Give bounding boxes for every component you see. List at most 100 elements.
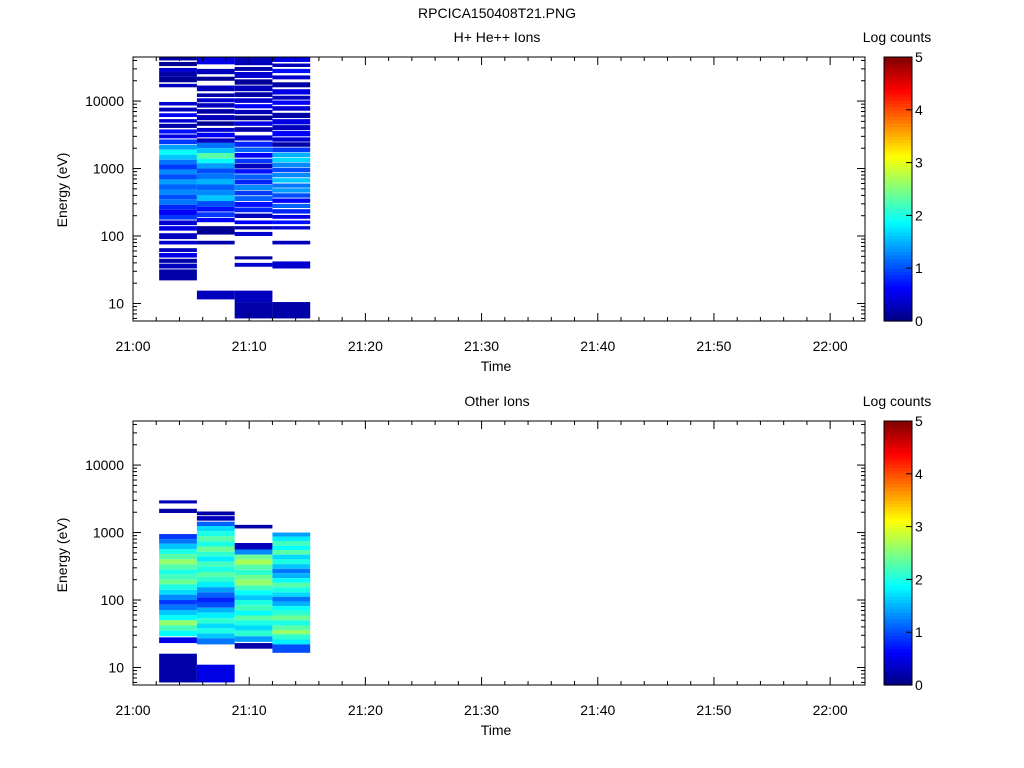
- heatmap-cell: [196, 212, 235, 218]
- colorbar-tick-label: 3: [915, 155, 923, 171]
- colorbar-segment: [884, 572, 912, 577]
- heatmap-cell: [196, 178, 235, 185]
- colorbar-segment: [884, 421, 912, 425]
- y-tick-label: 100: [101, 592, 125, 608]
- x-tick-label: 21:50: [696, 702, 731, 718]
- heatmap-cell: [196, 536, 235, 542]
- heatmap-cell: [159, 543, 197, 550]
- heatmap-cell: [159, 61, 197, 67]
- colorbar-segment: [884, 103, 912, 108]
- heatmap-cell: [159, 154, 197, 160]
- heatmap-cell: [196, 195, 235, 202]
- colorbar-segment: [884, 661, 912, 666]
- colorbar-segment: [884, 90, 912, 94]
- heatmap-cell: [196, 217, 235, 223]
- heatmap-cell: [272, 582, 311, 588]
- heatmap-cell: [272, 178, 311, 183]
- colorbar-segment: [884, 96, 912, 101]
- colorbar-tick-label: 5: [915, 49, 923, 65]
- colorbar-segment: [884, 434, 912, 439]
- colorbar-segment: [884, 248, 912, 253]
- heatmap-cell: [196, 618, 235, 624]
- colorbar-segment: [884, 317, 912, 322]
- heatmap-cell: [196, 121, 235, 126]
- x-tick-label: 21:50: [696, 338, 731, 354]
- colorbar-segment: [884, 304, 912, 309]
- colorbar-segment: [884, 579, 912, 584]
- colorbar-segment: [884, 454, 912, 458]
- x-tick-label: 21:30: [464, 338, 499, 354]
- heatmap-cell: [234, 85, 273, 92]
- y-axis-label: Energy (eV): [54, 153, 70, 228]
- colorbar-segment: [884, 483, 912, 488]
- colorbar-segment: [884, 212, 912, 216]
- heatmap-cell: [159, 67, 197, 72]
- heatmap-cell: [196, 138, 235, 143]
- heatmap-cell: [272, 57, 311, 62]
- colorbar-segment: [884, 592, 912, 597]
- heatmap-cell: [272, 137, 311, 142]
- colorbar-segment: [884, 264, 912, 269]
- colorbar-segment: [884, 652, 912, 656]
- heatmap-cell: [234, 79, 273, 85]
- heatmap-cell: [196, 551, 235, 557]
- heatmap-cell: [234, 141, 273, 147]
- heatmap-cell: [272, 193, 311, 198]
- heatmap-cell: [196, 98, 235, 103]
- colorbar-segment: [884, 311, 912, 315]
- colorbar-tick-label: 0: [915, 677, 923, 693]
- heatmap-cell: [159, 594, 197, 601]
- heatmap-cell: [272, 568, 311, 574]
- heatmap-cell: [159, 589, 197, 595]
- colorbar-segment: [884, 609, 912, 613]
- x-axis: 21:00 21:10 21:20 21:30 21:40 21:50 22:00: [115, 421, 854, 718]
- heatmap-cell: [159, 584, 197, 590]
- heatmap-cell: [272, 629, 311, 635]
- heatmap-cell: [272, 564, 311, 569]
- heatmap-cell: [272, 302, 311, 319]
- heatmap-cell: [159, 574, 197, 580]
- colorbar-segment: [884, 142, 912, 147]
- heatmap-cell: [196, 168, 235, 174]
- colorbar-segment: [884, 553, 912, 557]
- heatmap-cells: [159, 57, 311, 319]
- colorbar-segment: [884, 146, 912, 150]
- heatmap-cell: [159, 199, 197, 205]
- colorbar-segment: [884, 628, 912, 633]
- colorbar-segment: [884, 582, 912, 587]
- colorbar-segment: [884, 99, 912, 104]
- panel-title: H+ He++ Ions: [454, 29, 541, 45]
- x-tick-label: 21:10: [232, 338, 267, 354]
- x-axis-label: Time: [481, 722, 512, 738]
- colorbar-segment: [884, 586, 912, 590]
- heatmap-cell: [272, 596, 311, 602]
- heatmap-cell: [272, 68, 311, 74]
- colorbar-segment: [884, 523, 912, 528]
- heatmap-cell: [159, 220, 197, 226]
- heatmap-cell: [159, 119, 197, 123]
- heatmap-cell: [159, 139, 197, 145]
- heatmap-cell: [159, 233, 197, 240]
- colorbar-segment: [884, 487, 912, 491]
- heatmap-cell: [272, 152, 311, 158]
- colorbar-segment: [884, 228, 912, 233]
- colorbar-segment: [884, 251, 912, 256]
- colorbar-segment: [884, 559, 912, 564]
- colorbar-segment: [884, 132, 912, 137]
- heatmap-cell: [234, 109, 273, 115]
- colorbar-segment: [884, 93, 912, 98]
- heatmap-cell: [196, 581, 235, 588]
- heatmap-cell: [159, 113, 197, 118]
- heatmap-cell: [159, 508, 197, 513]
- heatmap-cell: [272, 142, 311, 147]
- colorbar-segment: [884, 231, 912, 236]
- heatmap-cell: [234, 290, 273, 303]
- heatmap-cell: [234, 636, 273, 642]
- heatmap-cell: [272, 183, 311, 188]
- colorbar-segment: [884, 516, 912, 521]
- colorbar-segment: [884, 73, 912, 78]
- heatmap-cell: [234, 585, 273, 591]
- colorbar-segment: [884, 622, 912, 627]
- heatmap-cell: [196, 566, 235, 573]
